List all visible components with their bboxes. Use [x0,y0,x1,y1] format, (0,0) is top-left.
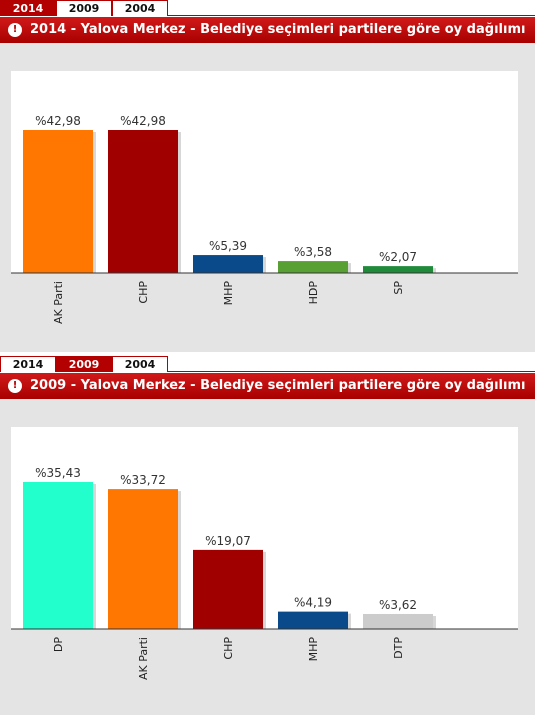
bar[interactable] [278,261,348,273]
data-label: %42,98 [120,114,166,128]
chart-panel-2009: 2014 2009 2004 ! 2009 - Yalova Merkez - … [0,356,535,715]
info-icon: ! [8,23,22,37]
bar-chart-2014: %42,98 AK Parti %42,98 CHP %5,39 MHP %3,58 HDP%… [11,71,518,324]
category-label: CHP [137,281,150,304]
chart-title-bar: ! 2009 - Yalova Merkez - Belediye seçiml… [0,373,535,399]
chart-title-bar: ! 2014 - Yalova Merkez - Belediye seçiml… [0,17,535,43]
bar[interactable] [23,482,93,629]
category-label: DP [52,637,65,652]
category-label: SP [392,281,405,295]
category-label: DTP [392,637,405,659]
tab-2004[interactable]: 2004 [112,356,168,372]
data-label: %33,72 [120,473,166,487]
data-label: %4,19 [294,596,332,610]
chart-panel-2014: 2014 2009 2004 ! 2014 - Yalova Merkez - … [0,0,535,352]
chart-area: %35,43 DP %33,72 AK Parti %19,07 CHP %4,19 MHP%… [0,399,535,715]
bar[interactable] [193,549,263,629]
bar[interactable] [108,489,178,629]
bar[interactable] [23,130,93,273]
chart-area: %42,98 AK Parti %42,98 CHP %5,39 MHP %3,58 HDP%… [0,43,535,352]
category-label: MHP [222,281,235,306]
data-label: %3,58 [294,245,332,259]
data-label: %5,39 [209,239,247,253]
info-icon: ! [8,379,22,393]
bar[interactable] [278,611,348,629]
bar-chart-2009: %35,43 DP %33,72 AK Parti %19,07 CHP %4,19 MHP%… [11,427,518,680]
category-label: AK Parti [52,281,65,324]
category-label: MHP [307,637,320,662]
bar[interactable] [108,130,178,273]
tab-2014[interactable]: 2014 [0,0,56,16]
tab-2004[interactable]: 2004 [112,0,168,16]
data-label: %2,07 [379,250,417,264]
category-label: CHP [222,637,235,660]
tab-2014[interactable]: 2014 [0,356,56,372]
bar[interactable] [193,255,263,273]
data-label: %3,62 [379,598,417,612]
data-label: %42,98 [35,114,81,128]
year-tabs: 2014 2009 2004 [0,0,535,16]
tab-2009[interactable]: 2009 [56,0,112,16]
chart-title: 2014 - Yalova Merkez - Belediye seçimler… [30,22,526,37]
data-label: %35,43 [35,466,81,480]
bar[interactable] [363,613,433,629]
data-label: %19,07 [205,534,251,548]
bar[interactable] [363,266,433,273]
year-tabs: 2014 2009 2004 [0,356,535,372]
chart-title: 2009 - Yalova Merkez - Belediye seçimler… [30,378,526,393]
tab-2009[interactable]: 2009 [56,356,112,372]
category-label: AK Parti [137,637,150,680]
category-label: HDP [307,281,320,305]
